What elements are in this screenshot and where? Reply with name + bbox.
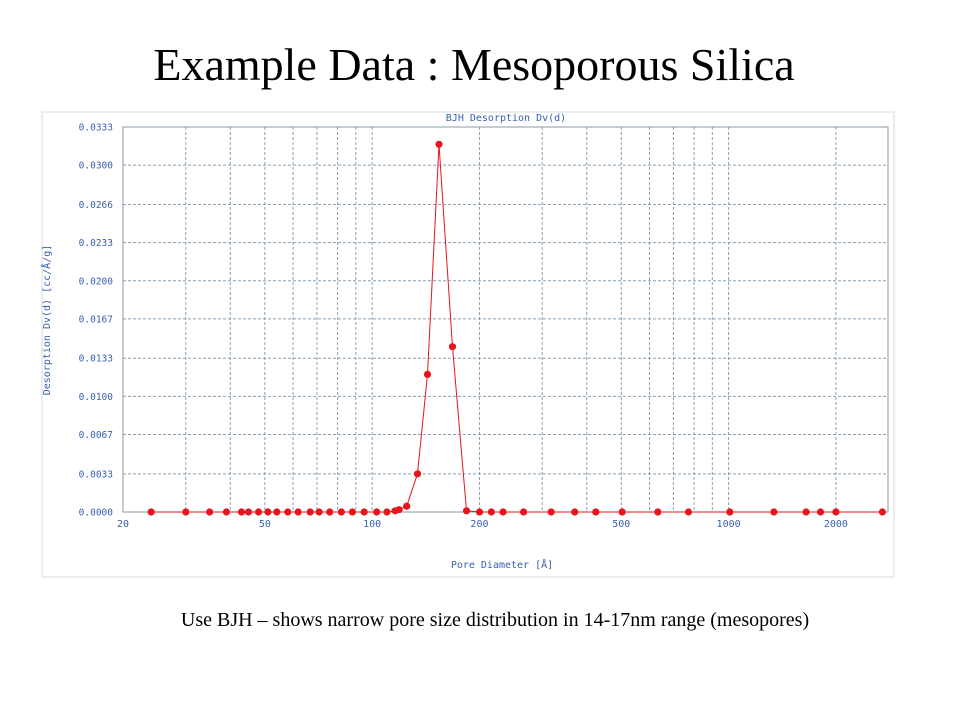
data-point: [547, 508, 555, 516]
x-tick-label: 2000: [824, 519, 848, 530]
y-tick-label: 0.0200: [79, 276, 114, 287]
chart-title: BJH Desorption Dv(d): [446, 113, 566, 124]
data-point: [520, 508, 528, 516]
data-point: [832, 508, 840, 516]
data-point: [448, 343, 457, 351]
data-point: [294, 508, 302, 516]
y-axis-label: Desorption Dv(d) [cc/Å/g]: [40, 245, 53, 396]
data-point: [487, 508, 495, 516]
y-tick-label: 0.0167: [79, 314, 113, 325]
data-point: [618, 508, 626, 516]
slide-title: Example Data : Mesoporous Silica: [153, 39, 795, 90]
data-point: [264, 508, 272, 516]
y-tick-label: 0.0000: [79, 508, 114, 519]
data-point: [413, 470, 422, 478]
data-point: [360, 508, 368, 516]
y-tick-label: 0.0233: [79, 238, 113, 249]
data-point: [373, 508, 381, 516]
x-tick-label: 50: [259, 519, 271, 530]
y-tick-label: 0.0333: [79, 123, 113, 134]
y-tick-label: 0.0300: [79, 161, 114, 172]
data-point: [684, 508, 693, 516]
data-point: [816, 508, 825, 516]
data-point: [306, 508, 314, 516]
chart-frame: [41, 111, 895, 578]
x-tick-label: 1000: [717, 519, 741, 530]
data-point: [403, 502, 411, 510]
x-tick-label: 100: [363, 519, 381, 530]
data-point: [273, 508, 281, 516]
data-point: [654, 508, 662, 516]
series-pore-distribution: [147, 140, 887, 516]
data-point: [423, 370, 432, 378]
data-point: [284, 508, 292, 516]
data-point: [802, 508, 810, 516]
data-point: [592, 508, 600, 516]
data-point: [326, 508, 334, 516]
data-point: [147, 508, 155, 516]
data-point: [462, 507, 471, 515]
data-point: [499, 508, 507, 516]
data-point: [571, 508, 579, 516]
y-tick-label: 0.0067: [79, 430, 113, 441]
data-point: [206, 508, 214, 516]
data-point: [475, 508, 484, 516]
x-tick-labels: 20 50 100 200 500 1000 2000: [117, 519, 848, 530]
y-tick-label: 0.0133: [79, 354, 113, 365]
data-point: [770, 508, 778, 516]
y-tick-label: 0.0100: [79, 392, 114, 403]
x-axis-label: Pore Diameter [Å]: [451, 558, 553, 571]
x-tick-label: 200: [470, 519, 488, 530]
x-tick-label: 500: [612, 519, 630, 530]
data-point: [182, 508, 190, 516]
data-point: [878, 508, 887, 516]
data-point: [348, 508, 356, 516]
y-tick-label: 0.0266: [79, 200, 114, 211]
data-point: [383, 508, 391, 516]
data-point: [435, 140, 443, 148]
data-point: [244, 508, 253, 516]
data-point: [337, 508, 345, 516]
data-point: [315, 508, 323, 516]
data-point: [254, 508, 263, 516]
y-tick-labels: 0.0000 0.0033 0.0067 0.0100 0.0133 0.0167 0.02…: [79, 123, 114, 519]
data-point: [222, 508, 230, 516]
grid: [123, 127, 888, 512]
data-point: [395, 506, 403, 514]
x-tick-label: 20: [117, 519, 129, 530]
data-point: [726, 508, 734, 516]
data-point: [237, 508, 246, 516]
y-tick-label: 0.0033: [79, 469, 113, 480]
caption: Use BJH – shows narrow pore size distrib…: [180, 609, 810, 631]
